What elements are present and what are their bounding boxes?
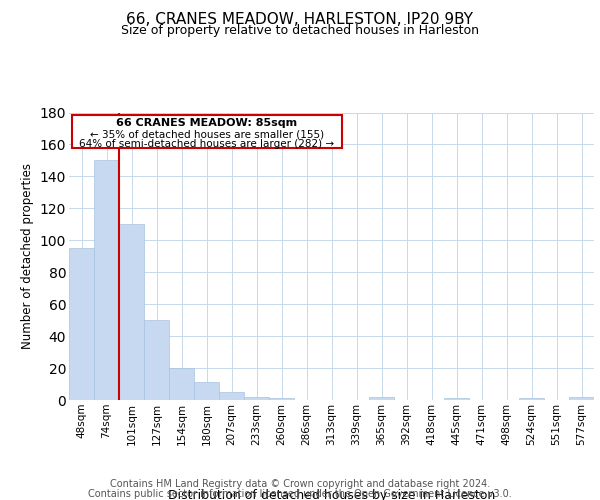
Bar xyxy=(369,397,394,400)
X-axis label: Distribution of detached houses by size in Harleston: Distribution of detached houses by size … xyxy=(168,490,495,500)
Text: 66 CRANES MEADOW: 85sqm: 66 CRANES MEADOW: 85sqm xyxy=(116,118,298,128)
FancyBboxPatch shape xyxy=(71,116,342,148)
Bar xyxy=(519,398,544,400)
Text: 66, CRANES MEADOW, HARLESTON, IP20 9BY: 66, CRANES MEADOW, HARLESTON, IP20 9BY xyxy=(127,12,473,28)
Bar xyxy=(94,160,119,400)
Bar xyxy=(194,382,219,400)
Bar xyxy=(119,224,144,400)
Bar xyxy=(569,397,594,400)
Bar xyxy=(144,320,169,400)
Bar xyxy=(69,248,94,400)
Text: ← 35% of detached houses are smaller (155): ← 35% of detached houses are smaller (15… xyxy=(90,129,324,139)
Text: 64% of semi-detached houses are larger (282) →: 64% of semi-detached houses are larger (… xyxy=(79,139,334,149)
Text: Contains HM Land Registry data © Crown copyright and database right 2024.: Contains HM Land Registry data © Crown c… xyxy=(110,479,490,489)
Text: Size of property relative to detached houses in Harleston: Size of property relative to detached ho… xyxy=(121,24,479,37)
Bar xyxy=(444,398,469,400)
Text: Contains public sector information licensed under the Open Government Licence v3: Contains public sector information licen… xyxy=(88,489,512,499)
Bar xyxy=(269,398,294,400)
Bar xyxy=(244,397,269,400)
Y-axis label: Number of detached properties: Number of detached properties xyxy=(21,163,34,350)
Bar xyxy=(169,368,194,400)
Bar xyxy=(219,392,244,400)
